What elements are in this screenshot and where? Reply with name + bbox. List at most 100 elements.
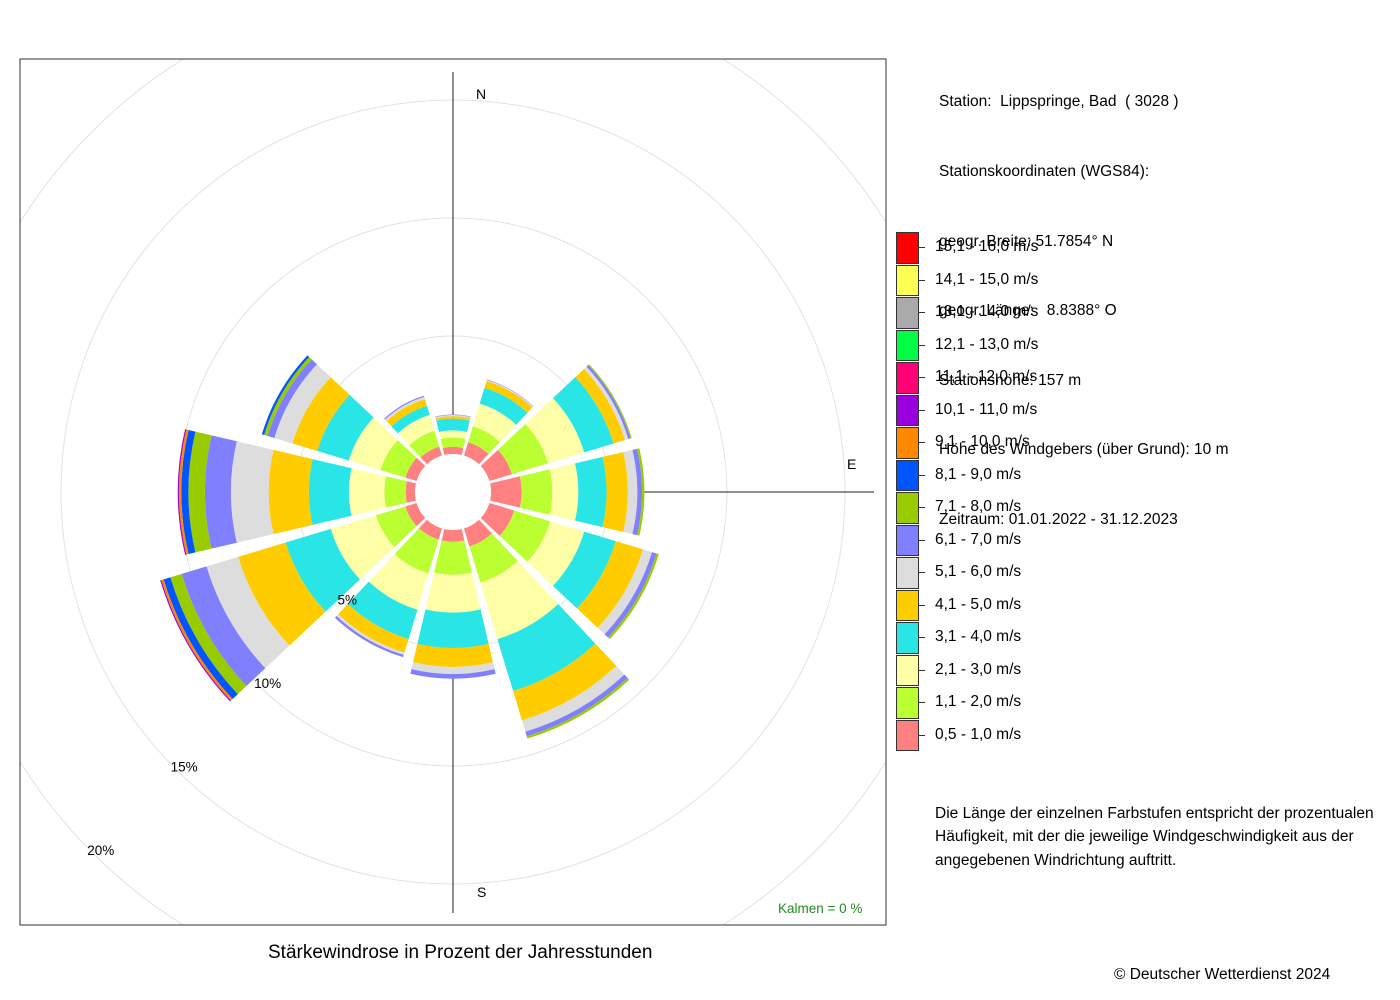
legend-swatch — [896, 362, 919, 394]
sector-segment — [368, 554, 429, 610]
wind-sector-150 — [463, 519, 630, 739]
sector-segment — [480, 449, 512, 482]
calm-label: Kalmen = 0 % — [778, 901, 862, 916]
sector-segment — [586, 365, 631, 440]
legend-tick — [919, 312, 925, 313]
sector-segment — [441, 529, 465, 542]
legend-swatch — [896, 622, 919, 654]
sector-segment — [552, 531, 616, 609]
legend-swatch — [896, 492, 919, 524]
wind-sector-210 — [334, 519, 443, 658]
sector-segment — [497, 604, 596, 692]
anemometer-height: Höhe des Windgebers (über Grund): 10 m — [939, 441, 1229, 459]
note-line: Die Länge der einzelnen Farbstufen entsp… — [935, 805, 1374, 822]
radial-tick-label: 10% — [254, 676, 281, 691]
wind-sector-90 — [490, 448, 645, 536]
legend-label: 10,1 - 11,0 m/s — [935, 400, 1038, 418]
sector-segment — [549, 463, 579, 521]
legend-swatch — [896, 427, 919, 459]
sector-segment — [380, 440, 417, 478]
compass-label-east: E — [847, 456, 856, 472]
plot-frame — [19, 58, 887, 926]
wind-sector-30 — [463, 379, 534, 465]
legend-tick — [919, 442, 925, 443]
legend-tick — [919, 279, 925, 281]
radial-tick-label: 15% — [171, 759, 198, 774]
legend-swatch — [896, 557, 919, 589]
sector-segment — [632, 448, 643, 536]
sector-segment — [435, 414, 471, 418]
station-latitude: geogr. Breite: 51.7854° N — [939, 232, 1114, 250]
sector-segment — [425, 572, 481, 613]
wind-sector-300 — [261, 355, 426, 482]
wind-sector-330 — [384, 395, 443, 465]
sector-segment — [575, 369, 625, 444]
legend-swatch — [896, 654, 919, 686]
sector-segment — [420, 446, 443, 465]
legend-tick — [919, 637, 925, 638]
sector-segment — [264, 356, 312, 436]
sector-segment — [181, 429, 196, 555]
calm-circle — [415, 454, 491, 530]
sector-segment — [267, 359, 317, 439]
sector-segment — [405, 481, 416, 503]
sector-segment — [230, 441, 274, 543]
station-info: Station: Lippspringe, Bad ( 3028 ) Stati… — [939, 44, 1228, 554]
legend-tick — [919, 474, 925, 476]
sector-segment — [308, 459, 352, 525]
station-elevation: Stationshöhe: 157 m — [939, 371, 1082, 389]
legend-label: 6,1 - 7,0 m/s — [935, 530, 1022, 548]
sector-segment — [623, 449, 638, 535]
sector-segment — [394, 528, 439, 574]
sector-segment — [434, 540, 472, 575]
sector-segment — [384, 396, 425, 422]
sector-segment — [188, 431, 212, 553]
radial-tick-label: 20% — [87, 843, 114, 858]
sector-segment — [384, 476, 407, 508]
wind-sector-180 — [410, 529, 496, 679]
sector-segment — [602, 452, 628, 532]
sector-segment — [338, 604, 409, 653]
legend-label: 1,1 - 2,0 m/s — [935, 693, 1022, 710]
legend-tick — [919, 377, 925, 378]
sector-segment — [330, 515, 395, 580]
sector-segment — [484, 381, 533, 413]
sector-segment — [268, 449, 313, 535]
sector-segment — [435, 415, 471, 419]
legend-label: 3,1 - 4,0 m/s — [935, 628, 1022, 645]
legend-swatch — [896, 589, 919, 621]
sector-segment — [519, 469, 553, 515]
sector-segment — [480, 560, 559, 640]
sector-segment — [384, 395, 425, 420]
legend-tick — [919, 702, 925, 703]
legend-label: 11,1 - 12,0 m/s — [935, 368, 1038, 385]
sector-segment — [181, 566, 266, 687]
sector-segment — [418, 519, 443, 540]
sector-segment — [336, 614, 405, 655]
note-line: angegebenen Windrichtung auftritt. — [935, 851, 1177, 869]
radial-tick-label: 5% — [338, 593, 358, 608]
sector-segment — [375, 506, 417, 548]
legend-tick — [919, 572, 925, 573]
sector-segment — [386, 399, 428, 427]
sector-segment — [480, 502, 515, 536]
sector-segment — [497, 423, 549, 475]
sector-segment — [411, 662, 495, 674]
legend-tick — [919, 539, 925, 541]
legend-label: 5,1 - 6,0 m/s — [935, 563, 1022, 580]
legend-tick — [919, 409, 925, 411]
legend-swatch — [896, 264, 919, 296]
legend-label: 9,1 - 10,0 m/s — [935, 433, 1030, 450]
legend-swatch — [896, 719, 919, 751]
legend-tick — [919, 507, 925, 508]
sector-segment — [206, 556, 290, 669]
legend-label: 2,1 - 3,0 m/s — [935, 660, 1022, 678]
sector-segment — [347, 581, 418, 640]
wind-sector-0 — [435, 414, 471, 455]
copyright: © Deutscher Wetterdienst 2024 — [1114, 966, 1331, 983]
sector-segment — [552, 377, 614, 453]
station-name: Station: Lippspringe, Bad ( 3028 ) — [939, 93, 1179, 111]
sector-segment — [577, 541, 644, 628]
sector-segment — [597, 549, 653, 635]
sector-segment — [490, 476, 522, 508]
